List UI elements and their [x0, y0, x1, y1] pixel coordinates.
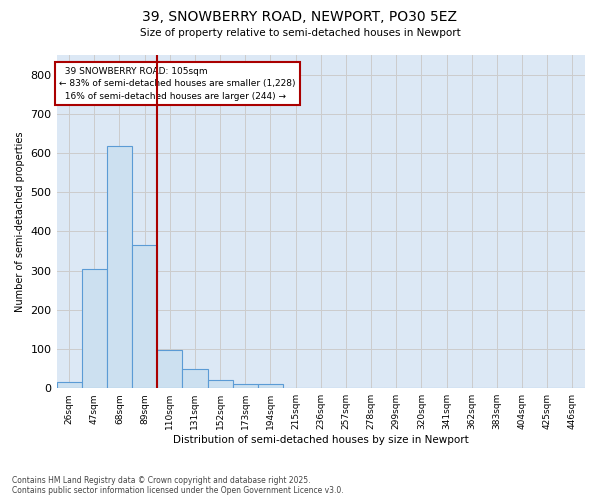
Bar [132, 245, 157, 388]
Bar [82, 270, 107, 388]
Bar [208, 380, 233, 388]
Text: 39 SNOWBERRY ROAD: 105sqm
← 83% of semi-detached houses are smaller (1,228)
  16: 39 SNOWBERRY ROAD: 105sqm ← 83% of semi-… [59, 67, 296, 101]
Bar [107, 146, 132, 388]
Bar [56, 382, 82, 388]
Bar [182, 370, 208, 388]
Text: Contains HM Land Registry data © Crown copyright and database right 2025.
Contai: Contains HM Land Registry data © Crown c… [12, 476, 344, 495]
Y-axis label: Number of semi-detached properties: Number of semi-detached properties [15, 132, 25, 312]
Text: 39, SNOWBERRY ROAD, NEWPORT, PO30 5EZ: 39, SNOWBERRY ROAD, NEWPORT, PO30 5EZ [143, 10, 458, 24]
Text: Size of property relative to semi-detached houses in Newport: Size of property relative to semi-detach… [140, 28, 460, 38]
Bar [258, 384, 283, 388]
Bar [233, 384, 258, 388]
Bar [157, 350, 182, 388]
X-axis label: Distribution of semi-detached houses by size in Newport: Distribution of semi-detached houses by … [173, 435, 469, 445]
